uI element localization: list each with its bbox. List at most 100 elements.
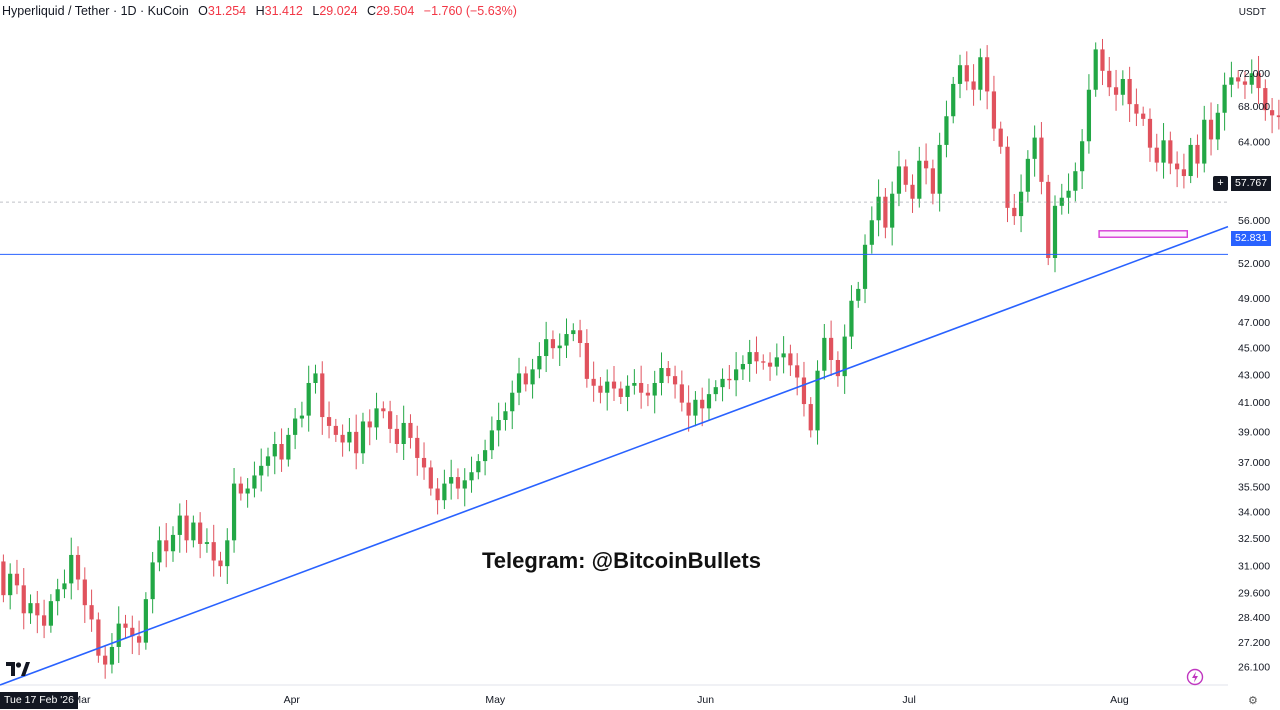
candle-body — [720, 378, 725, 388]
candle-body — [1175, 163, 1180, 170]
x-tick-label: Apr — [284, 694, 301, 706]
x-tick-label: May — [485, 694, 506, 706]
candle-body — [1032, 137, 1037, 159]
candle-body — [14, 573, 20, 586]
candle-body — [564, 334, 569, 346]
candle-body — [829, 337, 834, 360]
candle-body — [1113, 87, 1119, 95]
candle-body — [157, 540, 162, 563]
candle-body — [659, 368, 664, 383]
candle-body — [801, 377, 807, 405]
candle-body — [842, 336, 847, 377]
tradingview-logo-icon[interactable] — [6, 662, 30, 681]
candle-body — [1025, 158, 1030, 192]
settings-icon[interactable]: ⚙ — [1248, 695, 1258, 707]
candle-body — [96, 619, 101, 656]
candle-body — [21, 585, 26, 614]
candle-body — [8, 573, 13, 596]
y-tick-label: 64.000 — [1238, 137, 1270, 149]
candle-body — [550, 339, 556, 349]
candle-body — [632, 382, 637, 386]
candle-body — [1073, 171, 1078, 191]
candle-body — [421, 457, 427, 468]
candle-body — [469, 472, 474, 481]
candle-body — [1229, 77, 1234, 85]
candle-body — [734, 369, 739, 381]
candle-body — [1093, 49, 1098, 90]
candle-body — [611, 381, 617, 389]
candle-body — [700, 399, 705, 409]
symbol-title[interactable]: Hyperliquid / Tether · 1D · KuCoin — [2, 4, 189, 18]
candle-body — [896, 166, 902, 194]
candle-body — [761, 361, 766, 363]
price-axis[interactable]: 26.100 27.200 28.400 29.600 31.000 32.500 34.0… — [1238, 68, 1270, 674]
candle-body — [584, 343, 589, 379]
candle-body — [218, 560, 223, 567]
candle-body — [482, 450, 488, 462]
candle-body — [238, 483, 243, 494]
candle-body — [1181, 169, 1187, 177]
candle-body — [598, 385, 603, 393]
candle-body — [727, 378, 732, 381]
candle-body — [849, 300, 854, 337]
candle-body — [1066, 190, 1071, 198]
candle-body — [442, 483, 447, 501]
candle-body — [1052, 205, 1058, 259]
candle-body — [103, 655, 108, 665]
candle-body — [951, 83, 956, 117]
consolidation-box — [1098, 230, 1188, 238]
trendline — [0, 225, 1229, 686]
candle-body — [123, 623, 128, 628]
candle-body — [388, 411, 393, 429]
candle-body — [116, 623, 121, 647]
candle-body — [62, 583, 67, 590]
y-tick-label: 39.000 — [1238, 426, 1270, 438]
candle-body — [1120, 78, 1125, 95]
candle-body — [177, 515, 182, 535]
candle-body — [747, 352, 752, 364]
candle-body — [944, 116, 949, 145]
candle-body — [1215, 112, 1220, 140]
y-tick-label: 28.400 — [1238, 612, 1270, 624]
candle-body — [136, 636, 142, 643]
candle-body — [808, 404, 813, 431]
currency-label[interactable]: USDT — [1238, 7, 1266, 18]
lightning-icon[interactable] — [1186, 668, 1204, 691]
y-tick-label: 52.000 — [1238, 258, 1270, 270]
y-tick-label: 37.000 — [1238, 457, 1270, 469]
candle-body — [143, 599, 148, 643]
candle-body — [394, 428, 399, 445]
date-badge: Tue 17 Feb '26 — [0, 692, 78, 709]
candle-body — [774, 357, 779, 367]
candle-body — [1195, 144, 1200, 164]
y-tick-label: 34.000 — [1238, 507, 1270, 519]
candle-body — [1256, 73, 1261, 89]
candle-body — [360, 421, 366, 454]
candle-body — [265, 456, 271, 466]
candle-body — [1269, 110, 1275, 116]
candle-body — [35, 603, 40, 616]
time-axis[interactable]: Mar Apr May Jun Jul Aug — [72, 694, 1129, 706]
candle-body — [75, 554, 81, 580]
candle-body — [374, 408, 379, 428]
candle-body — [198, 522, 203, 544]
candle-body — [686, 402, 691, 416]
candle-body — [204, 542, 210, 544]
crosshair-plus-icon[interactable]: + — [1213, 176, 1228, 191]
candle-body — [150, 562, 155, 600]
candle-body — [1276, 115, 1280, 118]
candle-body — [299, 415, 305, 419]
candle-body — [876, 196, 881, 221]
current-price-tag: 57.767 — [1231, 176, 1272, 191]
candle-body — [605, 381, 610, 393]
candle-body — [577, 330, 583, 344]
candle-body — [347, 431, 352, 443]
candle-body — [822, 337, 827, 371]
candlestick-series — [1, 38, 1280, 679]
y-tick-label: 26.100 — [1238, 661, 1270, 673]
candle-body — [890, 193, 895, 228]
y-tick-label: 45.000 — [1238, 343, 1270, 355]
candle-body — [503, 411, 508, 421]
candle-body — [279, 444, 284, 460]
